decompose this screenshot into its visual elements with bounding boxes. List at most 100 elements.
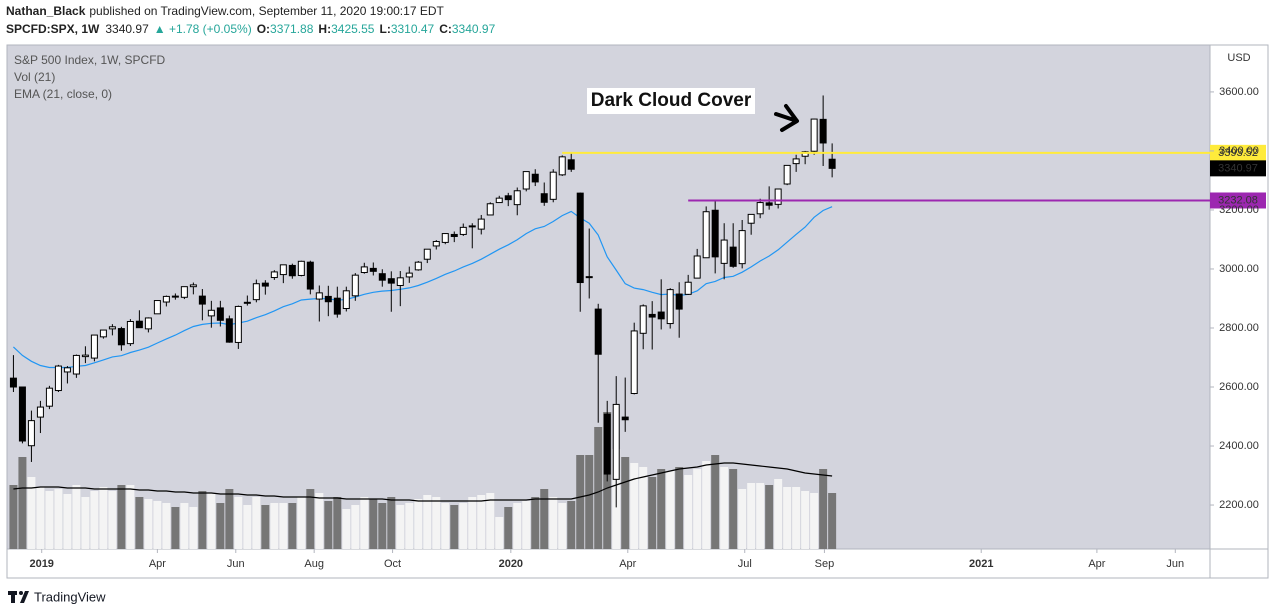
author: Nathan_Black xyxy=(6,4,86,18)
x-tick-label: Apr xyxy=(619,558,636,570)
candle-body xyxy=(45,387,53,407)
volume-bar xyxy=(819,469,828,549)
candle-body xyxy=(693,255,701,279)
volume-bar xyxy=(666,471,675,549)
ohlc-label: O: xyxy=(257,22,270,36)
y-tick-label: 2400.00 xyxy=(1219,440,1259,452)
volume-bar xyxy=(252,497,261,549)
candle-body xyxy=(414,261,422,271)
volume-bar xyxy=(630,463,639,549)
candle-body xyxy=(180,286,188,298)
candle-body xyxy=(108,326,116,330)
volume-bar xyxy=(135,497,144,549)
candle-body xyxy=(756,202,764,215)
candle-body xyxy=(810,118,818,152)
ohlc-label: H: xyxy=(318,22,331,36)
y-tick-label: 2800.00 xyxy=(1219,322,1259,334)
candle-body xyxy=(351,274,359,297)
candle-body xyxy=(423,248,431,260)
legend-title: S&P 500 Index, 1W, SPCFD xyxy=(14,53,166,67)
chart-border xyxy=(6,44,1269,579)
x-tick-label: 2021 xyxy=(969,558,993,570)
volume-bar xyxy=(189,507,198,549)
level-label: 3232.08 xyxy=(1218,194,1258,206)
volume-bar xyxy=(297,497,306,549)
candle-body xyxy=(315,292,323,300)
ema-line xyxy=(12,206,833,369)
volume-bar xyxy=(279,503,288,549)
candle-body xyxy=(657,311,665,320)
x-tick-label: Aug xyxy=(304,558,324,570)
candle-body xyxy=(198,295,206,305)
volume-bar xyxy=(342,509,351,549)
y-tick-label: 2600.00 xyxy=(1219,381,1259,393)
logo-part xyxy=(20,591,29,603)
ohlc-value: 3310.47 xyxy=(391,22,435,36)
volume-bar xyxy=(315,493,324,549)
volume-bar xyxy=(243,505,252,549)
published: published on TradingView.com, September … xyxy=(89,4,444,18)
candle-body xyxy=(675,293,683,310)
candle-body xyxy=(783,164,791,185)
volume-bar xyxy=(360,497,369,549)
volume-bar xyxy=(801,491,810,549)
volume-bar xyxy=(774,479,783,549)
ohlc-value: 3371.88 xyxy=(270,22,314,36)
candle-body xyxy=(522,171,530,190)
candle-body xyxy=(396,277,404,286)
annotation: Dark Cloud Cover xyxy=(591,90,752,111)
candle-body xyxy=(450,233,458,238)
volume-bar xyxy=(81,497,90,549)
header-line: Nathan_Black published on TradingView.com… xyxy=(6,4,444,18)
volume-bar xyxy=(396,505,405,549)
volume-ma-line xyxy=(13,462,833,502)
candle-body xyxy=(639,305,647,334)
candle-body xyxy=(486,203,494,216)
ohlc-value: 3425.55 xyxy=(331,22,375,36)
volume-bar xyxy=(531,497,540,549)
level-label-box xyxy=(1210,192,1266,209)
candle-body xyxy=(270,271,278,279)
volume-bar xyxy=(657,469,666,549)
candle-body xyxy=(603,413,611,475)
candle-body xyxy=(162,295,170,303)
candle-body xyxy=(144,317,152,330)
volume-bar xyxy=(405,503,414,549)
candle-body xyxy=(99,329,107,338)
indicator-layer xyxy=(12,206,833,502)
y-tick-label: 3400.00 xyxy=(1219,145,1259,157)
candle-body xyxy=(468,225,476,228)
candle-body xyxy=(666,289,674,325)
volume-bar xyxy=(558,503,567,549)
candle-body xyxy=(279,264,287,276)
ohlc-label: L: xyxy=(379,22,390,36)
candle-body xyxy=(288,264,296,277)
volume-bar xyxy=(513,503,522,549)
level-layer: 3232.08 3393.52 3340.97 xyxy=(562,144,1266,209)
volume-bar xyxy=(45,491,54,549)
candle-body xyxy=(63,367,71,373)
volume-bar xyxy=(207,493,216,549)
currency: USD xyxy=(1227,52,1250,64)
legend-ema: EMA (21, close, 0) xyxy=(14,87,112,101)
annotation-arrow xyxy=(774,104,799,132)
volume-bar xyxy=(567,501,576,549)
candle-body xyxy=(9,377,17,388)
volume-bar xyxy=(585,455,594,549)
volume-bar xyxy=(180,503,189,549)
footer-logo xyxy=(8,591,29,603)
volume-bar xyxy=(684,475,693,549)
logo-part xyxy=(8,591,17,595)
candle-body xyxy=(333,297,341,315)
volume-bar xyxy=(108,491,117,549)
volume-bar xyxy=(216,503,225,549)
candle-body xyxy=(729,246,737,267)
volume-bar xyxy=(288,503,297,549)
volume-bar xyxy=(540,489,549,549)
candle-body xyxy=(441,233,449,243)
candle-body xyxy=(81,354,89,358)
candle-body xyxy=(405,272,413,278)
candle-body xyxy=(630,330,638,394)
y-tick-label: 2200.00 xyxy=(1219,499,1259,511)
